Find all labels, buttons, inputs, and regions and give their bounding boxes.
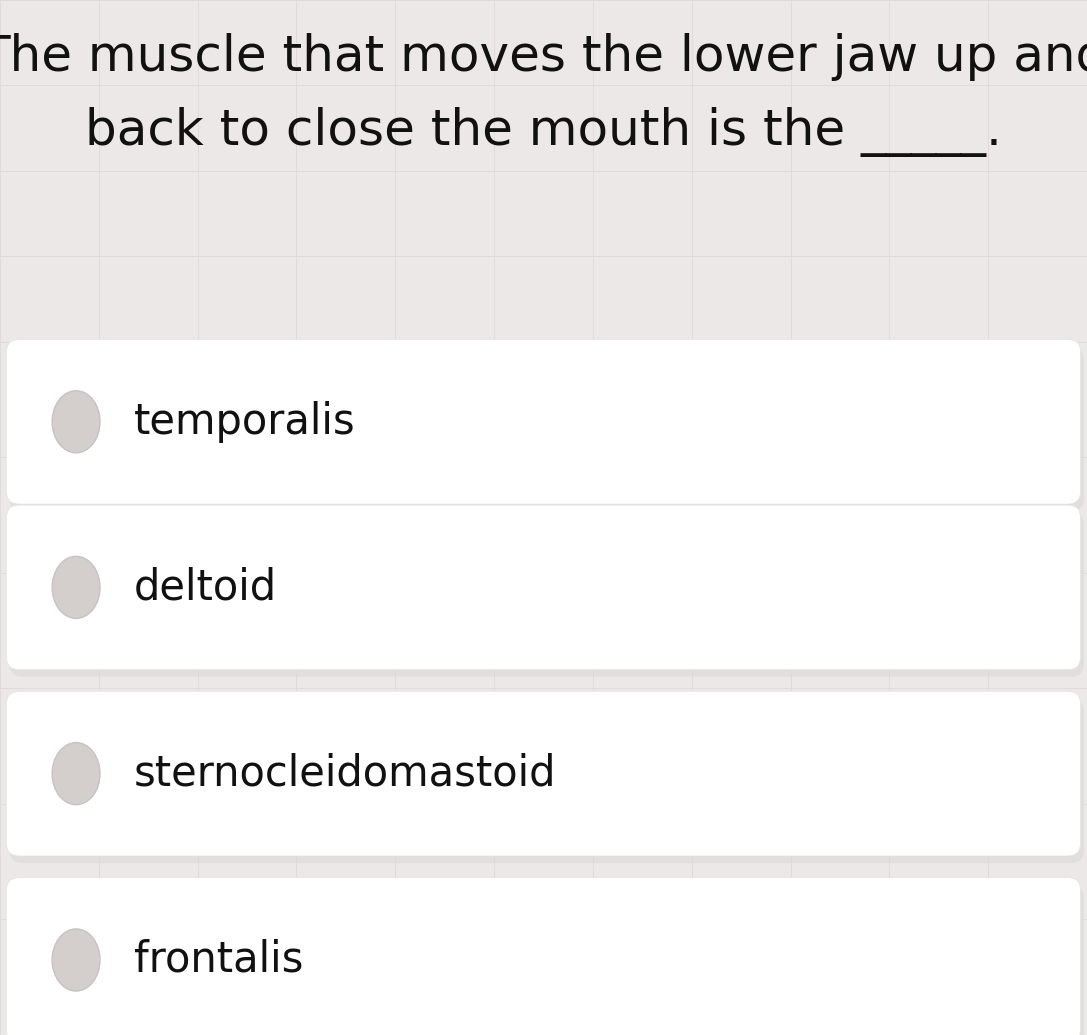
Text: frontalis: frontalis <box>134 939 303 981</box>
FancyBboxPatch shape <box>10 347 1084 511</box>
FancyBboxPatch shape <box>7 691 1080 856</box>
Ellipse shape <box>52 390 100 452</box>
FancyBboxPatch shape <box>7 878 1080 1035</box>
Ellipse shape <box>52 929 100 992</box>
Text: The muscle that moves the lower jaw up and: The muscle that moves the lower jaw up a… <box>0 33 1087 81</box>
Ellipse shape <box>52 743 100 805</box>
FancyBboxPatch shape <box>10 512 1084 677</box>
Text: back to close the mouth is the _____.: back to close the mouth is the _____. <box>85 108 1002 157</box>
Text: sternocleidomastoid: sternocleidomastoid <box>134 752 557 795</box>
FancyBboxPatch shape <box>7 339 1080 504</box>
Ellipse shape <box>52 557 100 619</box>
FancyBboxPatch shape <box>10 885 1084 1035</box>
Text: deltoid: deltoid <box>134 566 277 609</box>
Text: temporalis: temporalis <box>134 401 355 443</box>
FancyBboxPatch shape <box>7 505 1080 670</box>
FancyBboxPatch shape <box>10 699 1084 863</box>
